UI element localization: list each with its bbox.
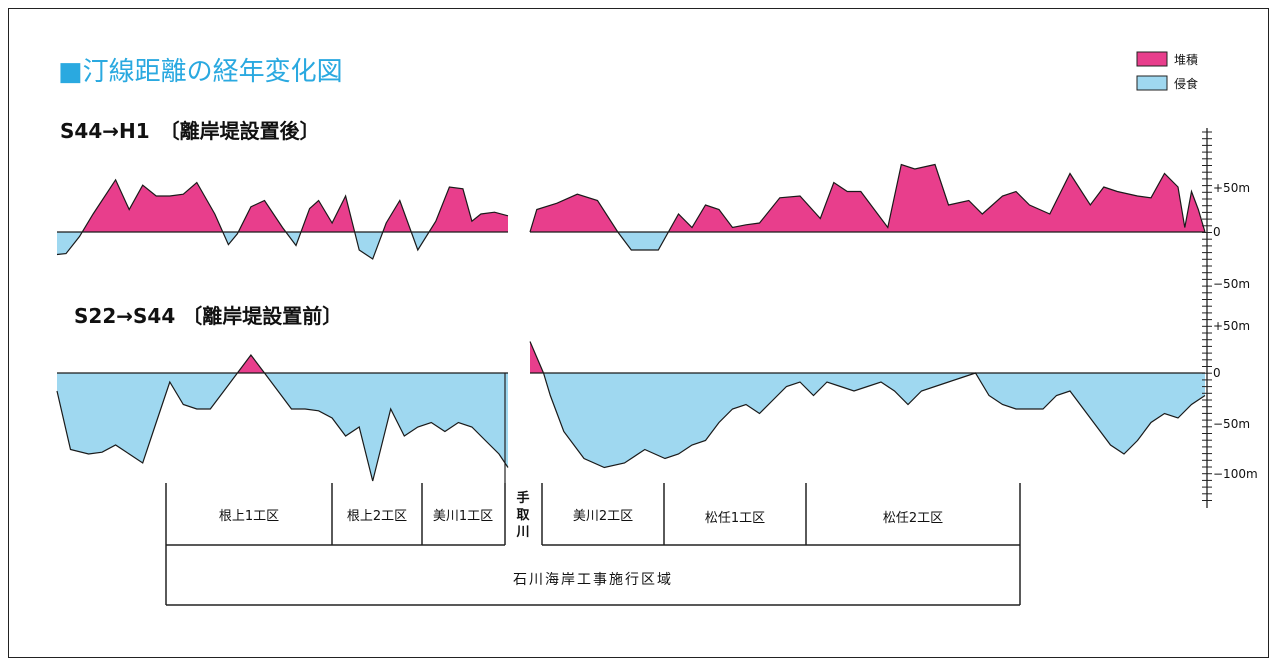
axis-label: −100m xyxy=(1213,467,1258,481)
axis-label: +50m xyxy=(1213,181,1250,195)
river-label: 手取川 xyxy=(515,490,530,540)
shoreline-change-line xyxy=(56,178,509,260)
legend: 堆積 侵食 xyxy=(1136,51,1198,91)
erosion-area xyxy=(57,373,508,481)
panel-title-before: S22→S44 〔離岸堤設置前〕 xyxy=(74,304,342,328)
panel-after xyxy=(56,163,1206,260)
section-label: 美川2工区 xyxy=(573,509,633,524)
accretion-area xyxy=(530,164,1205,232)
construction-area-label: 石川海岸工事施行区域 xyxy=(513,572,673,588)
erosion-area xyxy=(530,373,1205,468)
page-title: ■汀線距離の経年変化図 xyxy=(58,57,343,87)
axis-label: 0 xyxy=(1213,366,1221,380)
erosion-area xyxy=(57,232,508,259)
shoreline-change-line xyxy=(529,163,1206,251)
axis-label: +50m xyxy=(1213,319,1250,333)
right-axis: +50m 0 −50m +50m 0 −50m −100m xyxy=(1202,128,1258,508)
section-label: 美川1工区 xyxy=(433,509,493,524)
legend-label-erosion: 侵食 xyxy=(1174,76,1198,91)
section-label: 松任2工区 xyxy=(883,511,943,526)
legend-label-accretion: 堆積 xyxy=(1174,52,1198,67)
shoreline-change-line xyxy=(529,341,1206,469)
section-label: 松任1工区 xyxy=(705,511,765,526)
section-table: 根上1工区 根上2工区 美川1工区 美川2工区 松任1工区 松任2工区 手取川 … xyxy=(165,483,1021,606)
shoreline-change-line xyxy=(56,354,509,482)
legend-swatch-erosion xyxy=(1136,75,1168,91)
shoreline-chart: ■汀線距離の経年変化図 堆積 侵食 S44→H1 〔離岸堤設置後〕 S22→S4… xyxy=(56,51,1258,606)
panel-before xyxy=(56,341,1206,483)
axis-label: 0 xyxy=(1213,225,1221,239)
panel-title-after: S44→H1 〔離岸堤設置後〕 xyxy=(60,119,320,143)
section-label: 根上1工区 xyxy=(219,509,279,524)
legend-swatch-accretion xyxy=(1136,51,1168,67)
accretion-area xyxy=(57,179,508,232)
axis-label: −50m xyxy=(1213,417,1250,431)
section-label: 根上2工区 xyxy=(347,509,407,524)
axis-label: −50m xyxy=(1213,277,1250,291)
